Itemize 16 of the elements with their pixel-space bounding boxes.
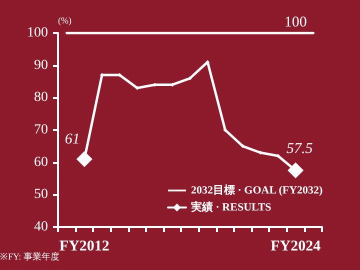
y-tick-label: 80	[34, 90, 48, 106]
y-tick-label: 50	[34, 187, 48, 202]
y-tick-label: 60	[34, 154, 48, 170]
data-label: 57.5	[286, 140, 314, 157]
legend-label: 実績 · RESULTS	[190, 200, 272, 214]
text: ※FY: 事業年度	[0, 252, 60, 262]
y-tick-label: 40	[34, 220, 48, 234]
data-label: 100	[284, 14, 307, 30]
y-tick-label: 70	[34, 122, 48, 138]
legend-label: 2032目標 · GOAL (FY2032)	[191, 184, 324, 196]
y-tick-label: 90	[34, 58, 48, 73]
y-tick-label: 100	[27, 26, 48, 40]
x-tick-label: FY2024	[270, 238, 322, 254]
y-axis-title: (%)	[58, 16, 72, 26]
x-tick-label: FY2012	[59, 238, 110, 254]
data-label: 61	[64, 132, 80, 148]
